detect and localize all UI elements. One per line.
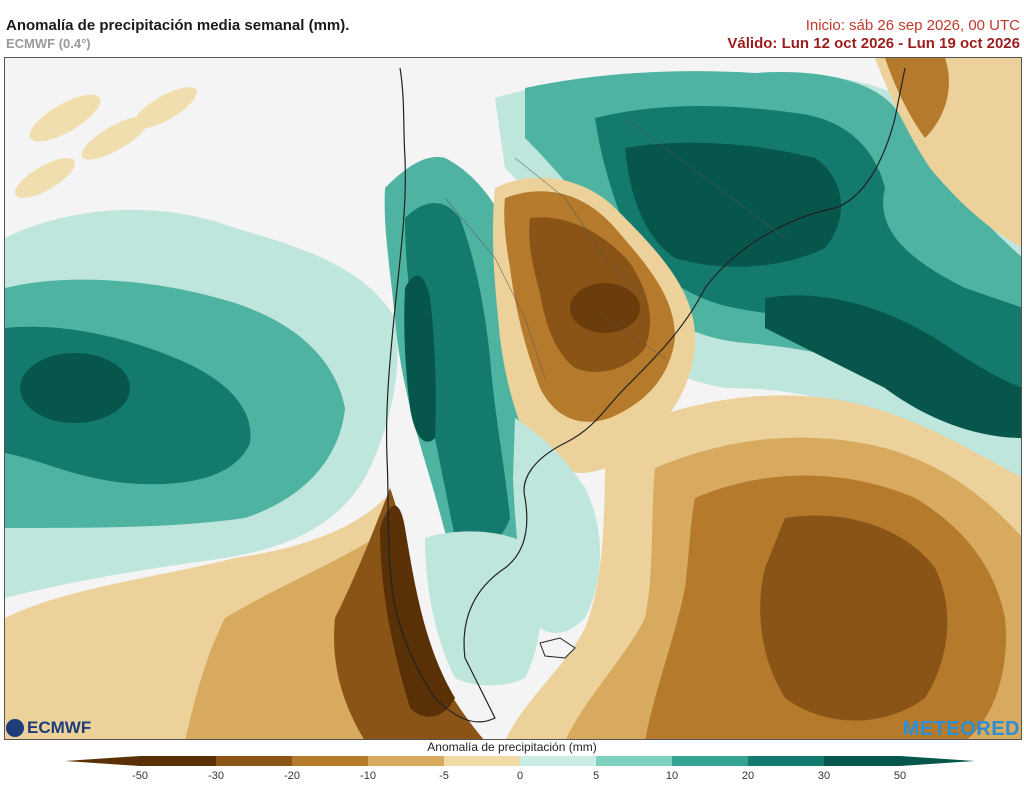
atlantic-wet-core: [765, 295, 1021, 438]
colorbar-scale: [65, 756, 975, 766]
colorbar: Anomalía de precipitación (mm) -50 -30 -20…: [0, 740, 1024, 799]
colorbar-tick-label: 20: [741, 770, 755, 782]
colorbar-segment: [520, 756, 597, 766]
paraguay-dry-core: [570, 283, 640, 333]
dry-speckles-nw: [14, 87, 197, 198]
colorbar-segment: [216, 756, 293, 766]
colorbar-tick-label: -5: [439, 770, 449, 782]
ne-brazil-dry-mid: [885, 58, 949, 138]
map-canvas: [5, 58, 1021, 739]
colorbar-tick-label: -20: [284, 770, 300, 782]
brazil-wet-core: [625, 142, 842, 267]
colorbar-segment: [748, 756, 825, 766]
andes-wet-strong: [405, 203, 510, 547]
colorbar-tick-label: 50: [893, 770, 907, 782]
map-title: Anomalía de precipitación media semanal …: [6, 17, 350, 34]
atlantic-dry-core: [760, 515, 948, 721]
andes-wet-core: [404, 275, 436, 442]
falklands: [539, 637, 576, 659]
colorbar-segment: [596, 756, 673, 766]
header-right: Inicio: sáb 26 sep 2026, 00 UTC Válido: …: [727, 17, 1020, 52]
init-time: Inicio: sáb 26 sep 2026, 00 UTC: [805, 17, 1020, 34]
colorbar-arrow-right: [900, 756, 975, 766]
colorbar-segment: [672, 756, 749, 766]
valid-period: Válido: Lun 12 oct 2026 - Lun 19 oct 202…: [727, 35, 1020, 52]
colorbar-segment: [824, 756, 901, 766]
model-label: ECMWF (0.4°): [6, 36, 91, 51]
colorbar-arrow-left: [65, 756, 140, 766]
colorbar-segment: [140, 756, 217, 766]
patagonia-wet-light: [425, 531, 542, 686]
coastline: [385, 67, 906, 723]
colorbar-title: Anomalía de precipitación (mm): [427, 740, 597, 754]
colorbar-segment: [368, 756, 445, 766]
ecmwf-globe-icon: [6, 719, 24, 737]
ecmwf-logo: ECMWF: [6, 718, 91, 738]
colorbar-segment: [292, 756, 369, 766]
pampas-wet-light: [513, 418, 600, 633]
colorbar-segment: [444, 756, 521, 766]
colorbar-tick-label: 0: [516, 770, 524, 782]
borders: [444, 117, 786, 379]
patagonia-dry-core: [380, 505, 455, 717]
colorbar-tick-label: 5: [592, 770, 600, 782]
pacific-core: [20, 353, 130, 423]
colorbar-tick-label: -10: [360, 770, 376, 782]
colorbar-tick-label: 30: [817, 770, 831, 782]
colorbar-tick-label: -30: [208, 770, 224, 782]
anomaly-map: [4, 57, 1022, 740]
meteored-logo: METEORED: [902, 718, 1020, 740]
ecmwf-logo-text: ECMWF: [27, 718, 92, 737]
colorbar-tick-label: -50: [132, 770, 148, 782]
colorbar-tick-label: 10: [665, 770, 679, 782]
header-left: Anomalía de precipitación media semanal …: [6, 17, 349, 51]
